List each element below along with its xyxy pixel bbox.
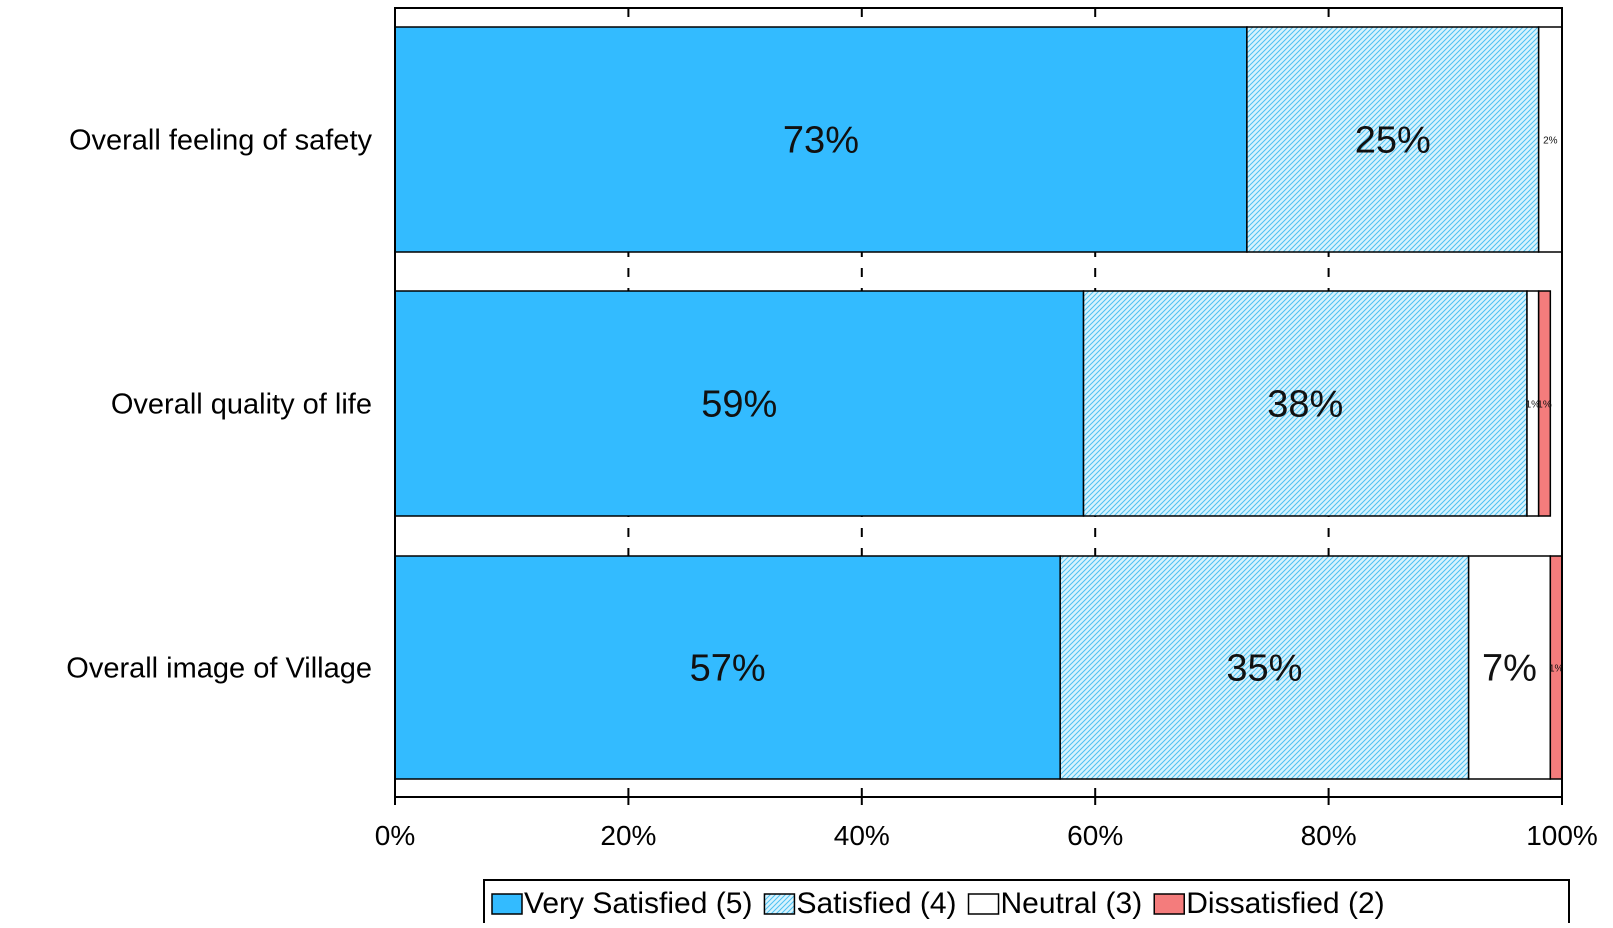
bar-segment bbox=[1059, 555, 1470, 780]
plot-area: 73% 25% 2% Overall feeling of safety 59% 38% 1… bbox=[66, 7, 1598, 851]
category-label: Overall feeling of safety bbox=[69, 125, 373, 157]
bar-segment bbox=[1537, 290, 1552, 517]
x-tick-label: 20% bbox=[600, 820, 656, 851]
legend-box bbox=[483, 879, 1570, 928]
legend-swatch bbox=[1153, 893, 1185, 915]
bar-segment bbox=[394, 555, 1061, 780]
data-label: 1% bbox=[1549, 664, 1564, 675]
data-label: 25% bbox=[1355, 120, 1431, 162]
data-label: 35% bbox=[1226, 648, 1302, 690]
category-label: Overall image of Village bbox=[66, 653, 372, 685]
bar-segment bbox=[1246, 26, 1540, 253]
x-tick-label: 0% bbox=[375, 820, 415, 851]
legend: Very Satisfied (5) Satisfied (4) Neutral (… bbox=[483, 879, 1570, 928]
legend-label: Neutral (3) bbox=[1001, 887, 1143, 920]
legend-swatch bbox=[491, 893, 523, 915]
data-label: 59% bbox=[701, 384, 777, 426]
data-label: 1% bbox=[1537, 400, 1552, 411]
bar-segment bbox=[1082, 290, 1528, 517]
data-label: 73% bbox=[783, 120, 859, 162]
data-label: 57% bbox=[690, 648, 766, 690]
data-label: 7% bbox=[1482, 648, 1537, 690]
x-tick-label: 40% bbox=[834, 820, 890, 851]
x-tick-label: 80% bbox=[1301, 820, 1357, 851]
category-label: Overall quality of life bbox=[111, 389, 372, 421]
data-label: 38% bbox=[1267, 384, 1343, 426]
x-tick-label: 60% bbox=[1067, 820, 1123, 851]
x-tick-label: 100% bbox=[1526, 820, 1598, 851]
bar-segment bbox=[394, 290, 1085, 517]
legend-label: Very Satisfied (5) bbox=[524, 887, 752, 920]
legend-swatch bbox=[967, 893, 1000, 915]
data-label: 1% bbox=[1526, 400, 1541, 411]
plot-frame bbox=[394, 7, 1563, 798]
legend-label: Dissatisfied (2) bbox=[1186, 887, 1384, 920]
bar-segment bbox=[1467, 555, 1552, 780]
legend-label: Satisfied (4) bbox=[796, 887, 956, 920]
data-label: 2% bbox=[1543, 136, 1558, 147]
legend-swatch bbox=[763, 893, 796, 915]
bar-segment bbox=[394, 26, 1248, 253]
